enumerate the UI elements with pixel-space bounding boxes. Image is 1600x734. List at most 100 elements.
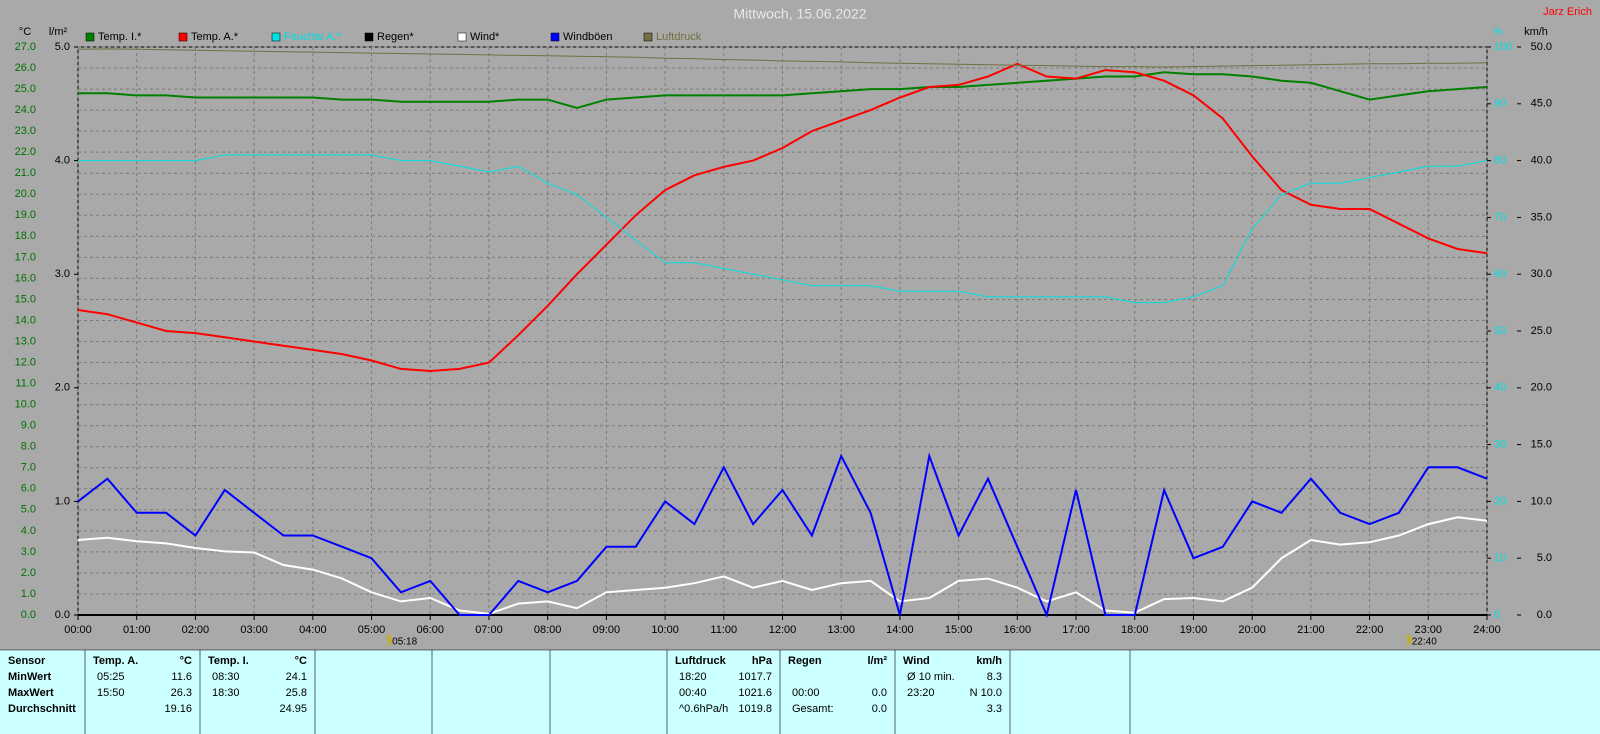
y-tick-label: 20 — [1494, 495, 1506, 507]
legend-label: Luftdruck — [656, 31, 702, 43]
legend-label: Windböen — [563, 31, 613, 43]
cell-value: 24.95 — [279, 703, 307, 715]
marker-icon — [386, 635, 394, 647]
y-tick-label: 12.0 — [15, 356, 36, 368]
cell-value: 24.1 — [286, 671, 307, 683]
y-tick-label: 30.0 — [1531, 268, 1552, 280]
y-tick-label: 7.0 — [21, 462, 36, 474]
cell-time: 18:20 — [679, 671, 707, 683]
y-tick-label: 21.0 — [15, 167, 36, 179]
x-tick-label: 13:00 — [827, 624, 855, 636]
y-tick-label: 40.0 — [1531, 155, 1552, 167]
y-tick-label: 50 — [1494, 325, 1506, 337]
x-tick-label: 10:00 — [651, 624, 679, 636]
legend-swatch — [271, 32, 281, 42]
cell-time: 05:25 — [97, 671, 125, 683]
y-tick-label: 4.0 — [55, 155, 70, 167]
series-line — [78, 71, 1488, 110]
x-tick-label: 01:00 — [123, 624, 151, 636]
x-tick-label: 09:00 — [593, 624, 621, 636]
cell-time: 15:50 — [97, 687, 125, 699]
marker-icon — [1405, 635, 1414, 647]
cell-time: 08:30 — [212, 671, 240, 683]
y-tick-label: 5.0 — [21, 504, 36, 516]
y-tick-label: 5.0 — [55, 41, 70, 53]
y-tick-label: 25.0 — [1531, 325, 1552, 337]
y-tick-label: 13.0 — [15, 335, 36, 347]
y-tick-label: 2.0 — [21, 567, 36, 579]
x-tick-label: 11:00 — [710, 624, 737, 636]
stats-panel — [0, 650, 1600, 734]
x-tick-label: 17:00 — [1062, 624, 1090, 636]
row-label: MaxWert — [8, 687, 54, 699]
series-line — [77, 48, 1488, 68]
y-tick-label: 10.0 — [1531, 495, 1552, 507]
block-header: Regen — [788, 655, 822, 667]
y-tick-label: 50.0 — [1531, 41, 1552, 53]
y-tick-label: 100 — [1494, 41, 1512, 53]
cell-value: 26.3 — [171, 687, 192, 699]
block-header: Luftdruck — [675, 655, 727, 667]
axis-unit: l/m² — [49, 26, 68, 38]
cell-value: 11.6 — [171, 671, 192, 683]
x-tick-label: 04:00 — [299, 624, 327, 636]
cell-value: 19.16 — [164, 703, 192, 715]
y-tick-label: 19.0 — [15, 209, 36, 221]
cell-value: 3.3 — [987, 703, 1002, 715]
x-tick-label: 16:00 — [1004, 624, 1032, 636]
y-tick-label: 60 — [1494, 268, 1506, 280]
legend-label: Temp. I.* — [98, 31, 142, 43]
y-tick-label: 22.0 — [15, 146, 36, 158]
x-tick-label: 24:00 — [1473, 624, 1501, 636]
y-tick-label: 24.0 — [15, 104, 36, 116]
row-label: MinWert — [8, 671, 52, 683]
y-tick-label: 90 — [1494, 98, 1506, 110]
block-unit: km/h — [976, 655, 1002, 667]
block-header: Temp. A. — [93, 655, 138, 667]
legend-label: Wind* — [470, 31, 500, 43]
legend-swatch — [364, 32, 374, 42]
series-line — [77, 62, 1488, 373]
row-label: Durchschnitt — [8, 703, 76, 715]
y-tick-label: 20.0 — [15, 188, 36, 200]
y-tick-label: 8.0 — [21, 441, 36, 453]
y-tick-label: 27.0 — [15, 41, 36, 53]
series-line — [78, 154, 1488, 304]
y-tick-label: 70 — [1494, 211, 1506, 223]
cell-time: 00:40 — [679, 687, 707, 699]
cell-value: 1021.6 — [738, 687, 772, 699]
y-tick-label: 2.0 — [55, 382, 70, 394]
x-tick-label: 23:00 — [1415, 624, 1443, 636]
block-unit: hPa — [752, 655, 773, 667]
axis-unit: km/h — [1524, 26, 1548, 38]
x-tick-label: 05:00 — [358, 624, 386, 636]
cell-value: 0.0 — [872, 687, 887, 699]
series-line — [77, 516, 1488, 615]
y-tick-label: 0.0 — [1537, 609, 1552, 621]
legend-swatch — [457, 32, 467, 42]
x-tick-label: 15:00 — [945, 624, 973, 636]
y-tick-label: 40 — [1494, 382, 1506, 394]
axis-unit: °C — [19, 26, 31, 38]
y-tick-label: 1.0 — [21, 588, 36, 600]
row-label: Sensor — [8, 655, 46, 667]
cell-time: ^0.6hPa/h — [679, 703, 728, 715]
block-header: Temp. I. — [208, 655, 249, 667]
cell-value: 8.3 — [987, 671, 1002, 683]
y-tick-label: 0.0 — [21, 609, 36, 621]
y-tick-label: 17.0 — [15, 251, 36, 263]
y-tick-label: 3.0 — [21, 546, 36, 558]
legend-swatch — [85, 32, 95, 42]
y-tick-label: 11.0 — [15, 377, 36, 389]
legend-label: Regen* — [377, 31, 414, 43]
y-tick-label: 80 — [1494, 155, 1506, 167]
y-tick-label: 26.0 — [15, 62, 36, 74]
y-tick-label: 4.0 — [21, 525, 36, 537]
x-tick-label: 06:00 — [416, 624, 444, 636]
y-tick-label: 15.0 — [15, 293, 36, 305]
axis-unit: % — [1493, 26, 1503, 38]
y-tick-label: 0 — [1494, 609, 1500, 621]
x-tick-label: 12:00 — [769, 624, 797, 636]
block-header: Wind — [903, 655, 930, 667]
